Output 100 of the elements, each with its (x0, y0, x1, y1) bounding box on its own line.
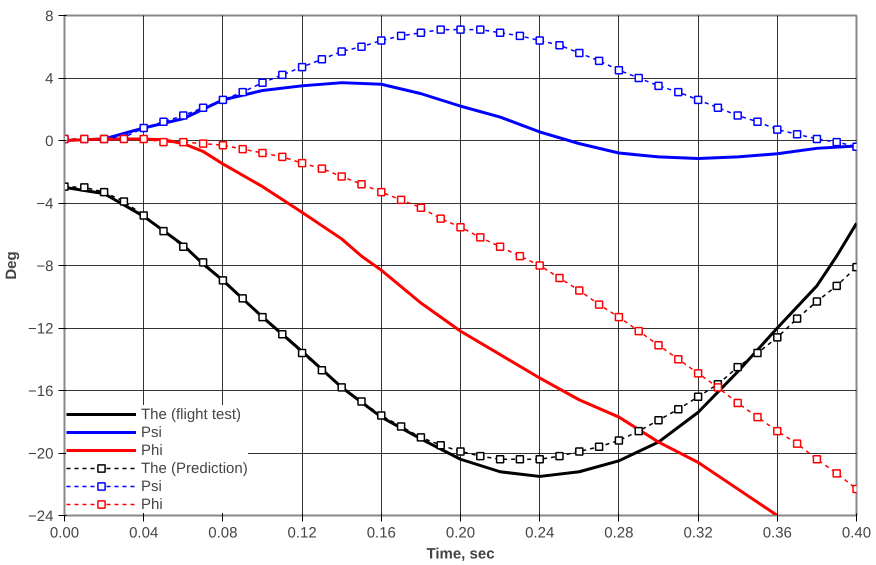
legend-label: Psi (141, 477, 162, 495)
x-tick-label: 0.40 (842, 524, 872, 542)
point (238, 88, 247, 96)
point (694, 392, 702, 401)
legend-label: Phi (141, 441, 163, 459)
point (476, 25, 485, 34)
point (674, 88, 683, 96)
point (238, 144, 247, 154)
point (139, 124, 148, 132)
point (634, 74, 643, 82)
x-tick-label: 0.20 (446, 524, 476, 542)
point (733, 111, 742, 120)
legend-label: Phi (141, 495, 163, 513)
point (516, 455, 524, 464)
point (733, 362, 742, 372)
x-tick-label: 0.24 (525, 524, 554, 542)
point (812, 134, 822, 144)
point (535, 261, 544, 270)
point (139, 211, 148, 220)
y-tick-label: −16 (28, 383, 54, 400)
point (594, 300, 604, 309)
point (318, 164, 326, 173)
point (575, 48, 584, 58)
point (476, 452, 485, 460)
point (436, 440, 445, 450)
point (80, 183, 89, 192)
point (298, 348, 306, 358)
point (218, 140, 228, 150)
point (396, 32, 406, 40)
point (258, 78, 267, 87)
point (792, 314, 802, 323)
point (496, 455, 504, 464)
point (298, 62, 306, 72)
point (614, 312, 624, 322)
y-tick-label: 8 (45, 8, 54, 25)
point (654, 340, 663, 350)
point (258, 312, 267, 322)
point (773, 125, 782, 134)
point (812, 455, 822, 464)
point (198, 103, 208, 112)
point (278, 152, 287, 162)
point (594, 442, 604, 451)
point (179, 138, 188, 146)
point (792, 130, 802, 138)
point (516, 32, 524, 40)
point (476, 233, 485, 242)
point (674, 405, 683, 414)
point (456, 222, 465, 232)
point (456, 447, 465, 456)
point (733, 398, 742, 408)
point (218, 96, 228, 104)
y-tick-label: 0 (45, 133, 54, 150)
x-tick-label: 0.36 (762, 524, 792, 542)
x-tick-label: 0.04 (129, 524, 158, 542)
point (337, 47, 346, 56)
point (278, 330, 287, 338)
x-axis-title: Time, sec (426, 546, 495, 562)
point (337, 383, 346, 392)
point (238, 294, 247, 303)
point (120, 197, 128, 206)
point (654, 416, 663, 424)
point (594, 56, 604, 66)
point (377, 188, 386, 196)
point (535, 455, 544, 464)
y-tick-label: −24 (28, 508, 54, 525)
point (159, 138, 168, 146)
legend-label: The (Prediction) (141, 459, 248, 477)
x-tick-label: 0.12 (288, 524, 317, 542)
point (337, 172, 346, 181)
y-tick-label: −4 (36, 196, 54, 212)
point (614, 436, 624, 445)
point (575, 286, 584, 295)
point (218, 276, 228, 285)
y-tick-label: −8 (36, 258, 54, 275)
point (575, 447, 584, 456)
point (258, 148, 267, 158)
point (674, 355, 683, 364)
y-tick-label: −12 (28, 320, 54, 338)
point (753, 348, 762, 358)
x-tick-label: 0.32 (684, 524, 713, 542)
point (694, 96, 702, 104)
point (357, 397, 366, 406)
point (396, 196, 406, 204)
point (516, 252, 524, 260)
legend-label: Psi (141, 423, 162, 441)
point (773, 426, 782, 436)
point (357, 180, 366, 188)
point (436, 25, 445, 34)
point (318, 366, 326, 374)
y-axis-title: Deg (3, 251, 20, 280)
point (159, 226, 168, 236)
point (792, 439, 802, 448)
point (139, 134, 148, 144)
point (179, 242, 188, 251)
point (377, 411, 386, 420)
point (832, 469, 841, 478)
point (436, 214, 445, 223)
point (318, 55, 326, 64)
point (634, 326, 643, 336)
point (773, 333, 782, 342)
